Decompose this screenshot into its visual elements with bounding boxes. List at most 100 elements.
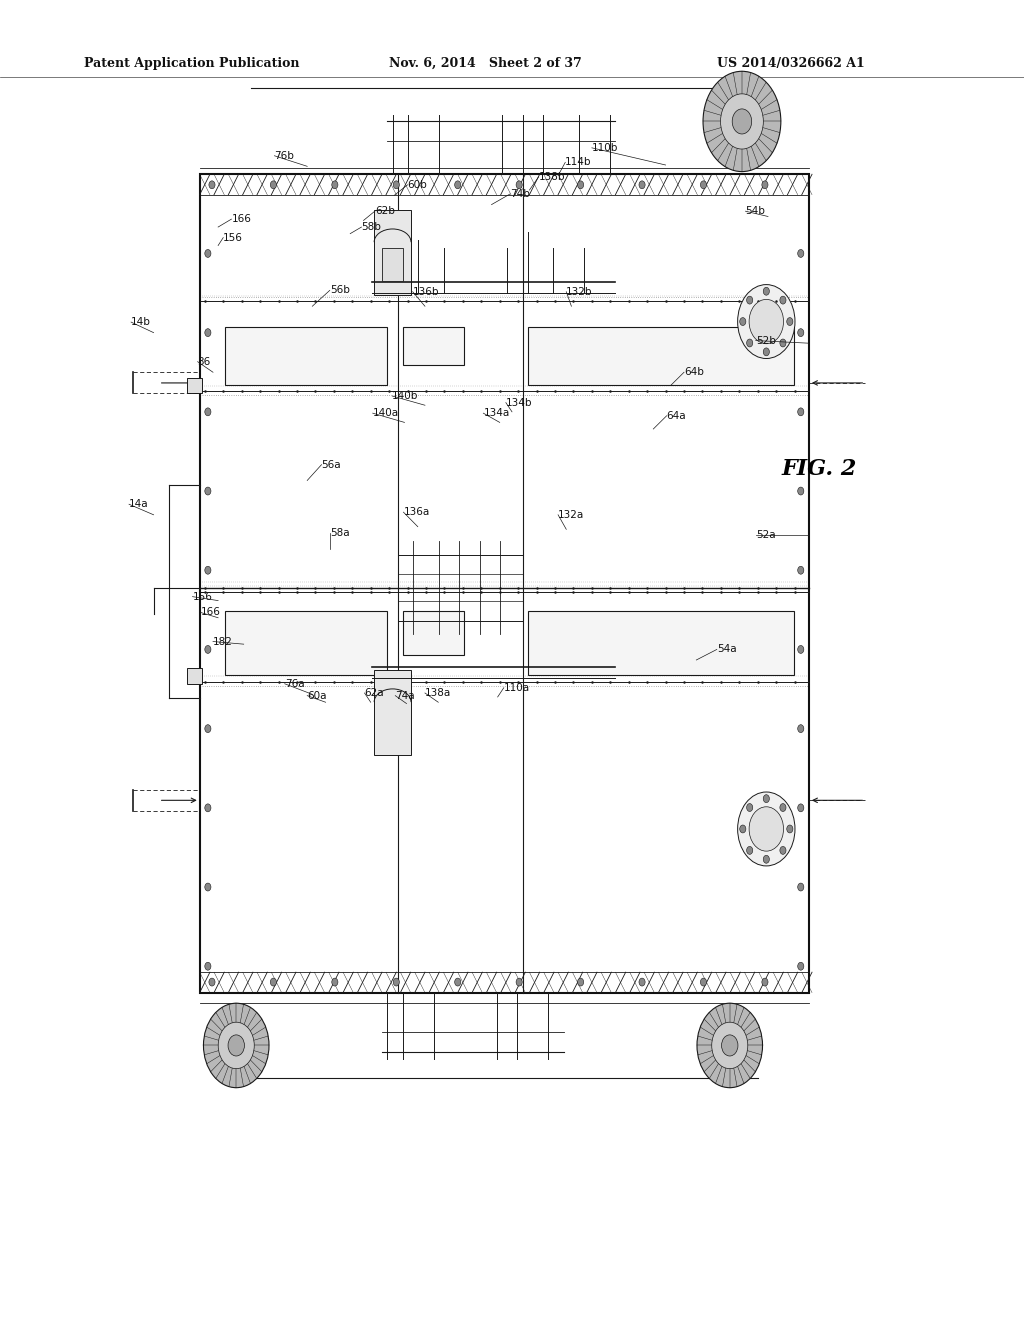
Text: 54b: 54b xyxy=(745,206,765,216)
Text: 156: 156 xyxy=(193,591,212,602)
Circle shape xyxy=(798,249,804,257)
Text: 76b: 76b xyxy=(274,150,294,161)
Text: US 2014/0326662 A1: US 2014/0326662 A1 xyxy=(717,57,864,70)
Circle shape xyxy=(750,807,783,851)
Circle shape xyxy=(700,181,707,189)
Text: 110b: 110b xyxy=(592,143,618,153)
Circle shape xyxy=(578,181,584,189)
Bar xyxy=(527,327,794,384)
Text: 76a: 76a xyxy=(285,678,304,689)
Circle shape xyxy=(780,804,786,812)
Circle shape xyxy=(732,110,752,135)
Bar xyxy=(187,668,202,684)
Circle shape xyxy=(786,825,793,833)
Text: 136b: 136b xyxy=(413,286,439,297)
Text: 60b: 60b xyxy=(408,180,427,190)
Text: 166: 166 xyxy=(201,607,220,618)
Text: 138a: 138a xyxy=(425,688,452,698)
Text: 14b: 14b xyxy=(131,317,151,327)
Text: 52b: 52b xyxy=(756,335,775,346)
Circle shape xyxy=(786,318,793,326)
Bar xyxy=(382,248,402,281)
Text: 132b: 132b xyxy=(566,286,593,297)
Circle shape xyxy=(798,645,804,653)
Circle shape xyxy=(270,978,276,986)
Circle shape xyxy=(393,181,399,189)
Text: 14a: 14a xyxy=(129,499,148,510)
Text: 58b: 58b xyxy=(361,222,381,232)
Circle shape xyxy=(780,339,786,347)
Text: 140a: 140a xyxy=(373,408,399,418)
Circle shape xyxy=(205,408,211,416)
Circle shape xyxy=(205,725,211,733)
Text: 56a: 56a xyxy=(322,459,341,470)
Text: 62b: 62b xyxy=(375,206,394,216)
Text: FIG. 2: FIG. 2 xyxy=(781,458,857,479)
Circle shape xyxy=(205,645,211,653)
Bar xyxy=(374,669,411,755)
Bar xyxy=(225,327,387,384)
Text: 74b: 74b xyxy=(510,189,529,199)
Circle shape xyxy=(516,181,522,189)
Circle shape xyxy=(228,1035,245,1056)
Text: 74a: 74a xyxy=(395,690,415,701)
Bar xyxy=(225,611,387,675)
Text: 64a: 64a xyxy=(667,411,686,421)
Circle shape xyxy=(205,487,211,495)
Circle shape xyxy=(516,978,522,986)
Text: 138b: 138b xyxy=(539,172,565,182)
Circle shape xyxy=(205,804,211,812)
Text: 156: 156 xyxy=(223,232,243,243)
Text: 182: 182 xyxy=(213,636,232,647)
Circle shape xyxy=(798,962,804,970)
Bar xyxy=(187,378,202,393)
Circle shape xyxy=(763,795,769,803)
Text: 58a: 58a xyxy=(330,528,349,539)
Circle shape xyxy=(739,318,745,326)
Circle shape xyxy=(578,978,584,986)
Circle shape xyxy=(270,181,276,189)
Circle shape xyxy=(746,846,753,854)
Circle shape xyxy=(739,825,745,833)
Text: 136a: 136a xyxy=(403,507,430,517)
Text: 52a: 52a xyxy=(756,529,775,540)
Circle shape xyxy=(332,978,338,986)
Circle shape xyxy=(218,1022,254,1069)
Circle shape xyxy=(798,566,804,574)
Circle shape xyxy=(780,296,786,304)
Text: 166: 166 xyxy=(231,214,251,224)
Circle shape xyxy=(205,962,211,970)
Circle shape xyxy=(205,883,211,891)
Circle shape xyxy=(393,978,399,986)
Bar xyxy=(402,611,464,655)
Text: 134a: 134a xyxy=(483,408,510,418)
Bar xyxy=(402,327,464,364)
Circle shape xyxy=(332,181,338,189)
Circle shape xyxy=(762,978,768,986)
Circle shape xyxy=(639,181,645,189)
Circle shape xyxy=(746,804,753,812)
Circle shape xyxy=(697,1003,763,1088)
Circle shape xyxy=(763,348,769,356)
Circle shape xyxy=(455,181,461,189)
Circle shape xyxy=(700,978,707,986)
Circle shape xyxy=(763,288,769,296)
Text: 56b: 56b xyxy=(330,285,349,296)
Text: 60a: 60a xyxy=(307,690,327,701)
Circle shape xyxy=(798,487,804,495)
Circle shape xyxy=(703,71,781,172)
Text: 114b: 114b xyxy=(565,157,592,168)
Bar xyxy=(527,611,794,675)
Text: 64b: 64b xyxy=(684,367,703,378)
Circle shape xyxy=(721,94,763,149)
Circle shape xyxy=(737,285,795,359)
Circle shape xyxy=(712,1022,748,1069)
Circle shape xyxy=(205,249,211,257)
Circle shape xyxy=(798,725,804,733)
Circle shape xyxy=(798,329,804,337)
Circle shape xyxy=(798,408,804,416)
Circle shape xyxy=(780,846,786,854)
Text: 54a: 54a xyxy=(717,644,736,655)
Circle shape xyxy=(205,329,211,337)
Circle shape xyxy=(762,181,768,189)
